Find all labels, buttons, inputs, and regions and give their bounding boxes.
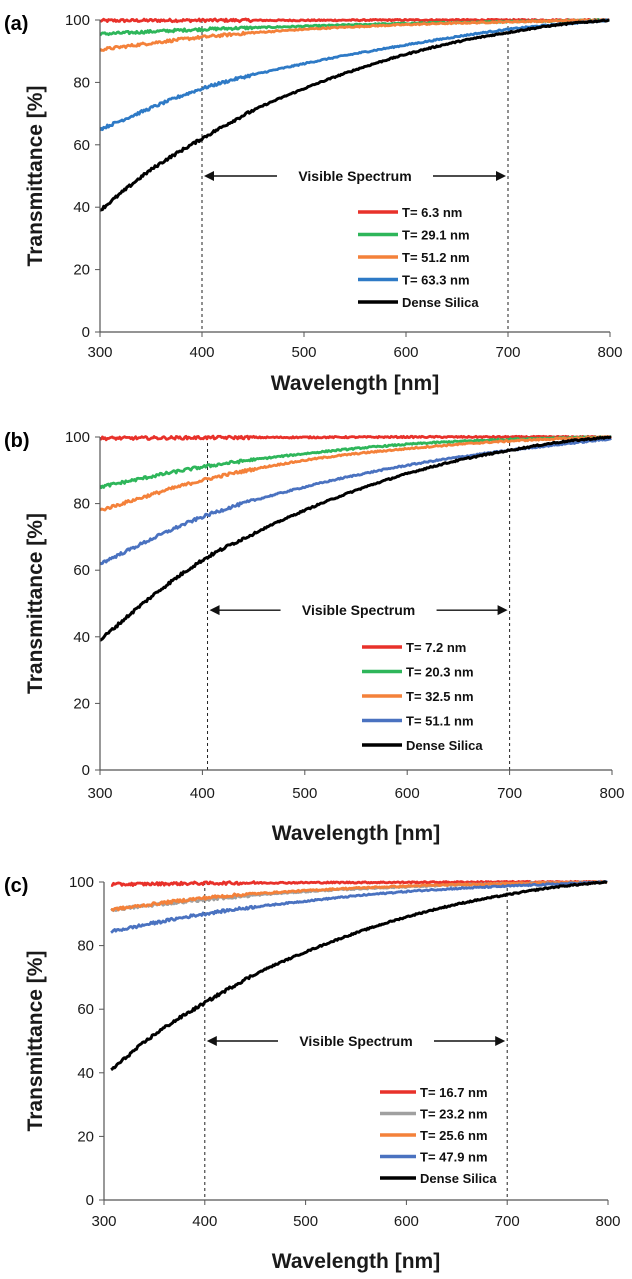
arrow-right-head	[496, 171, 506, 181]
legend-label-1: T= 29.1 nm	[402, 228, 470, 243]
x-tick-label: 400	[189, 344, 214, 361]
x-tick-label: 600	[395, 785, 420, 802]
legend-label-2: T= 32.5 nm	[406, 689, 474, 704]
y-tick-label: 0	[82, 762, 90, 779]
legend-label-4: Dense Silica	[406, 738, 483, 753]
legend-label-4: Dense Silica	[402, 295, 479, 310]
x-tick-label: 700	[497, 785, 522, 802]
x-tick-label: 600	[394, 1213, 419, 1230]
chart-panel-2: 300 400 500 600 700 800 0 20 40 60 80 100 Wavelength…	[4, 874, 621, 1273]
legend-label-3: T= 51.1 nm	[406, 714, 474, 729]
y-tick-label: 80	[73, 74, 90, 91]
y-tick-label: 100	[65, 12, 90, 29]
series-line-2	[100, 435, 612, 512]
chart-panel-0: 300 400 500 600 700 800 0 20 40 60 80 100 Wavelength…	[4, 12, 623, 395]
y-tick-label: 60	[73, 137, 90, 154]
x-axis-title: Wavelength [nm]	[271, 372, 439, 395]
y-axis-title: Transmittance [%]	[24, 513, 47, 694]
arrow-left-head	[204, 171, 214, 181]
panel-label: (c)	[4, 875, 28, 897]
y-tick-label: 60	[77, 1001, 94, 1018]
x-tick-label: 700	[495, 344, 520, 361]
legend-label-0: T= 6.3 nm	[402, 205, 462, 220]
legend-label-0: T= 7.2 nm	[406, 640, 466, 655]
panel-label: (a)	[4, 13, 28, 35]
x-tick-label: 600	[393, 344, 418, 361]
series-line-2	[100, 18, 610, 52]
y-tick-label: 100	[65, 429, 90, 446]
x-tick-label: 500	[292, 785, 317, 802]
visible-spectrum-label: Visible Spectrum	[298, 168, 411, 184]
legend-label-4: Dense Silica	[420, 1171, 497, 1186]
x-tick-label: 800	[599, 785, 624, 802]
x-tick-label: 800	[595, 1213, 620, 1230]
series-line-0	[100, 434, 612, 442]
panel-label: (b)	[4, 430, 30, 452]
y-tick-label: 60	[73, 562, 90, 579]
legend-label-3: T= 63.3 nm	[402, 273, 470, 288]
arrow-right-head	[497, 605, 508, 616]
legend-label-3: T= 47.9 nm	[420, 1150, 488, 1165]
y-tick-label: 100	[69, 874, 94, 891]
series-line-4	[110, 880, 608, 1072]
y-axis-title: Transmittance [%]	[24, 86, 47, 267]
y-tick-label: 0	[86, 1192, 94, 1209]
y-tick-label: 20	[77, 1128, 94, 1145]
visible-spectrum-label: Visible Spectrum	[302, 602, 415, 618]
legend-label-1: T= 20.3 nm	[406, 665, 474, 680]
series-line-4	[100, 18, 610, 212]
y-tick-label: 20	[73, 262, 90, 279]
legend-label-2: T= 51.2 nm	[402, 250, 470, 265]
series-line-4	[100, 435, 612, 642]
y-tick-label: 40	[77, 1065, 94, 1082]
x-axis-title: Wavelength [nm]	[272, 822, 440, 845]
y-tick-label: 40	[73, 199, 90, 216]
x-tick-label: 700	[495, 1213, 520, 1230]
y-tick-label: 20	[73, 695, 90, 712]
legend-label-0: T= 16.7 nm	[420, 1085, 488, 1100]
legend-label-2: T= 25.6 nm	[420, 1128, 488, 1143]
x-tick-label: 300	[87, 785, 112, 802]
x-tick-label: 400	[190, 785, 215, 802]
series-line-3	[100, 437, 612, 566]
series-line-0	[100, 17, 610, 24]
x-tick-label: 300	[87, 344, 112, 361]
y-axis-title: Transmittance [%]	[24, 951, 47, 1132]
series-line-3	[100, 18, 610, 132]
legend-label-1: T= 23.2 nm	[420, 1107, 488, 1122]
x-tick-label: 500	[291, 344, 316, 361]
visible-spectrum-label: Visible Spectrum	[299, 1033, 412, 1049]
arrow-left-head	[209, 605, 220, 616]
y-tick-label: 40	[73, 629, 90, 646]
series-line-0	[110, 879, 608, 887]
y-tick-label: 80	[73, 496, 90, 513]
x-tick-label: 300	[91, 1213, 116, 1230]
y-tick-label: 0	[82, 324, 90, 341]
x-axis-title: Wavelength [nm]	[272, 1250, 440, 1273]
x-tick-label: 500	[293, 1213, 318, 1230]
x-tick-label: 400	[192, 1213, 217, 1230]
arrow-right-head	[495, 1036, 506, 1046]
series-line-3	[110, 880, 608, 934]
x-tick-label: 800	[597, 344, 622, 361]
chart-panel-1: 300 400 500 600 700 800 0 20 40 60 80 100 Wavelength…	[4, 429, 625, 845]
y-tick-label: 80	[77, 938, 94, 955]
arrow-left-head	[206, 1036, 217, 1046]
